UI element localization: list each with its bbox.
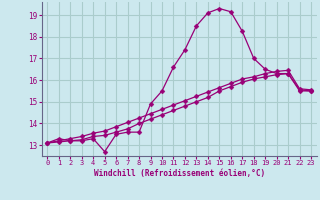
- X-axis label: Windchill (Refroidissement éolien,°C): Windchill (Refroidissement éolien,°C): [94, 169, 265, 178]
